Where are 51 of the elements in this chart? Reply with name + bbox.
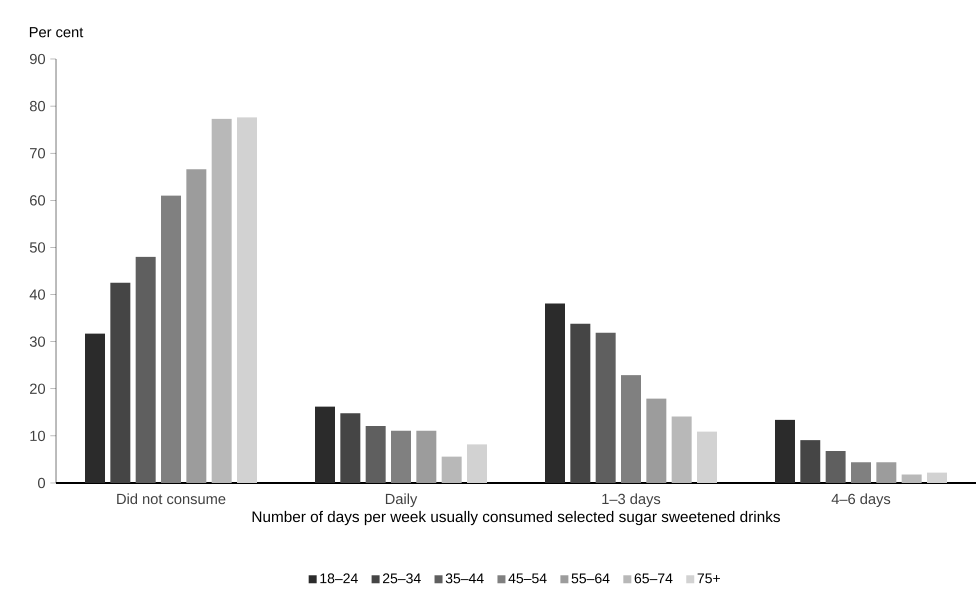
y-tick-label: 70	[30, 148, 46, 158]
bar	[237, 117, 258, 483]
legend-label: 18–24	[320, 573, 358, 584]
y-tick-label: 20	[30, 384, 46, 394]
bar	[774, 420, 795, 483]
x-tick-label: 4–6 days	[832, 493, 890, 508]
y-tick-label: 40	[30, 289, 46, 300]
y-tick-label: 60	[30, 195, 46, 206]
bar	[697, 432, 717, 483]
bar	[340, 413, 360, 483]
bar	[570, 324, 590, 483]
bar	[646, 398, 666, 483]
bar	[110, 282, 130, 483]
y-tick-label: 80	[30, 100, 46, 112]
y-axis-title: Per cent	[30, 27, 84, 38]
y-tick-label: 90	[30, 54, 46, 64]
bar	[391, 430, 412, 483]
bar	[927, 472, 947, 483]
legend-label: 45–54	[508, 573, 547, 584]
x-tick-label: Daily	[386, 493, 418, 508]
legend-label: 65–74	[634, 573, 672, 584]
x-axis-title: Number of days per week usually consumed selected sugar sweetened drinks	[252, 510, 780, 526]
bar	[672, 416, 692, 483]
legend-label: 25–34	[382, 573, 421, 584]
bar	[315, 406, 336, 483]
legend-label: 35–44	[446, 573, 484, 584]
y-tick-label: 30	[30, 336, 46, 347]
bar	[467, 444, 488, 483]
legend-label: 75+	[698, 573, 720, 584]
bar	[212, 118, 232, 483]
y-tick-label: 10	[30, 430, 46, 442]
bar	[902, 474, 922, 483]
bar	[366, 426, 386, 483]
bar	[596, 332, 616, 483]
bar	[876, 462, 896, 483]
x-tick-label: 1–3 days	[602, 493, 660, 508]
bar	[85, 334, 106, 483]
bar	[136, 256, 156, 483]
bar	[826, 450, 846, 483]
y-tick-label: 50	[30, 242, 46, 253]
bar	[442, 456, 462, 483]
bar	[850, 462, 871, 483]
bar	[186, 169, 206, 483]
x-tick-label: Did not consume	[117, 493, 226, 504]
y-tick-label: 0	[38, 478, 46, 488]
bar	[545, 303, 566, 483]
bar	[416, 430, 436, 483]
bar	[800, 440, 820, 483]
legend-label: 55–64	[572, 573, 610, 584]
bar	[161, 196, 182, 483]
bar	[621, 375, 641, 483]
